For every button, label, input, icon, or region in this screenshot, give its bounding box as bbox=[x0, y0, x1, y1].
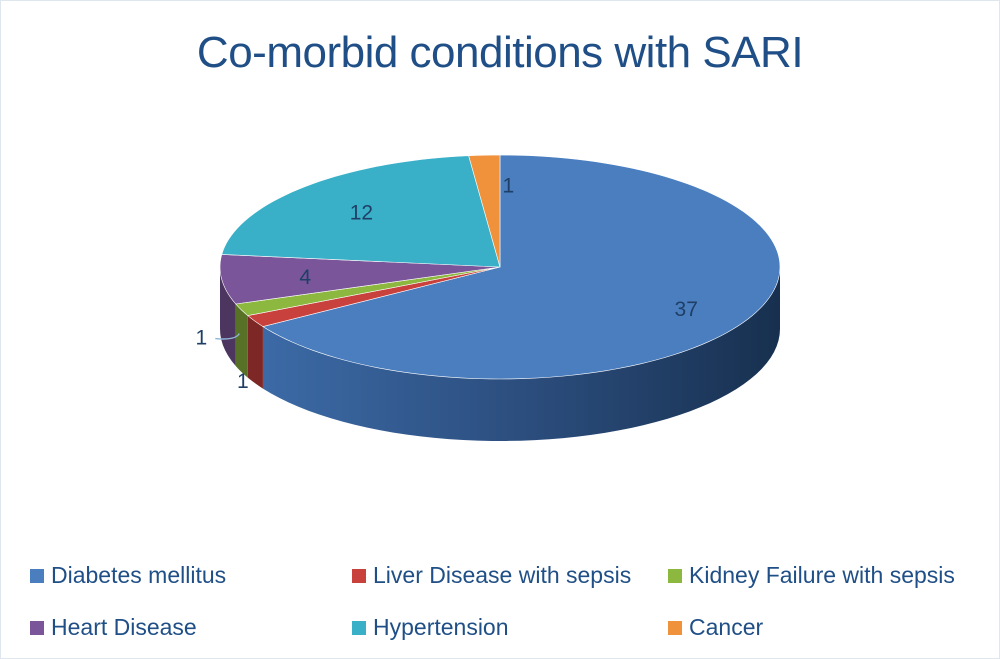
pie-slice-side-3 bbox=[235, 303, 248, 378]
pie-slice-side-4 bbox=[220, 267, 236, 366]
data-label-4: 4 bbox=[299, 266, 311, 289]
pie-slice-cancer bbox=[468, 154, 501, 268]
pie-slice-heart-disease bbox=[219, 254, 501, 305]
data-label-5: 12 bbox=[350, 202, 373, 225]
data-label-3: 1 bbox=[195, 327, 207, 350]
data-label-6: 1 bbox=[503, 174, 515, 197]
label-leader-line bbox=[215, 333, 240, 340]
pie-slice-side-2 bbox=[247, 315, 263, 389]
data-label-2: 1 bbox=[237, 370, 249, 393]
chart-title: Co-morbid conditions with SARI bbox=[196, 28, 804, 77]
pie-slice-diabetes-mellitus bbox=[262, 154, 781, 380]
pie-slice-side-1 bbox=[262, 267, 780, 441]
data-label-1: 37 bbox=[675, 298, 698, 321]
pie-slice-hypertension bbox=[221, 155, 501, 268]
